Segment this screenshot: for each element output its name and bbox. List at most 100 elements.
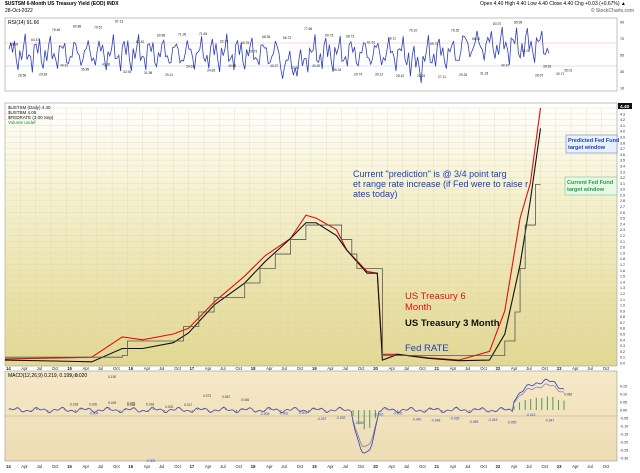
x-tick-label: Oct: [113, 464, 120, 469]
rsi-value-label: 68.35: [262, 35, 270, 39]
x-tick-label: Jul: [404, 464, 409, 469]
rsi-value-label: 60.75: [241, 41, 249, 45]
last-value-tag: [618, 103, 632, 109]
y-tick-label: 1.6: [620, 269, 625, 273]
macd-value-label: 0.192: [108, 375, 116, 379]
chart-header: $USTSM 6-Month US Treasury Yield (EOD) I…: [0, 0, 640, 16]
x-tick-label: Apr: [327, 366, 334, 371]
macd-value-label: -0.301: [146, 459, 156, 463]
y-tick-label: 0.3: [620, 344, 625, 348]
x-tick-label: Oct: [419, 366, 426, 371]
x-tick-label: 14: [6, 464, 11, 469]
x-tick-label: 21: [434, 366, 439, 371]
y-tick-label: 1.9: [620, 251, 625, 255]
rsi-value-label: 40.20: [312, 64, 320, 68]
macd-value-label: 0.067: [222, 395, 230, 399]
macd-y-tick-label: -0.20: [620, 441, 628, 445]
macd-y-tick-label: -0.10: [620, 425, 628, 429]
macd-value-label: -0.062: [355, 421, 365, 425]
x-tick-label: Jul: [465, 366, 470, 371]
x-tick-label: 17: [190, 366, 195, 371]
rsi-value-label: 85.95: [514, 20, 522, 24]
x-tick-label: Apr: [21, 366, 28, 371]
rsi-value-label: 59.72: [430, 42, 438, 46]
x-tick-label: 14: [6, 366, 11, 371]
macd-y-tick-label: 0.10: [620, 393, 627, 397]
macd-value-label: -0.004: [89, 412, 99, 416]
rsi-value-label: 66.11: [388, 37, 396, 41]
rsi-value-label: 69.89: [157, 34, 165, 38]
macd-y-tick-label: -0.05: [620, 417, 628, 421]
y-tick-label: 3.8: [620, 141, 625, 145]
x-tick-label: 20: [373, 366, 378, 371]
rsi-value-label: 59.39: [10, 42, 18, 46]
macd-value-label: -0.035: [450, 417, 460, 421]
x-tick-label: Jul: [159, 366, 164, 371]
y-tick-label: 1.2: [620, 292, 625, 296]
predicted-fed-box: [565, 134, 618, 154]
x-tick-label: Jul: [37, 366, 42, 371]
macd-y-tick-label: -0.15: [620, 433, 628, 437]
x-tick-label: Apr: [450, 464, 457, 469]
y-tick-label: 0.1: [620, 356, 625, 360]
y-tick-label: 2.8: [620, 199, 625, 203]
macd-value-label: 0.018: [70, 403, 78, 407]
y-tick-label: 0.4: [620, 338, 625, 342]
y-tick-label: 3.3: [620, 170, 625, 174]
y-tick-label: 1.8: [620, 257, 625, 261]
rsi-value-label: 62.79: [220, 39, 228, 43]
x-tick-label: 23: [557, 464, 562, 469]
predicted-fed-line-2: target window: [568, 145, 606, 151]
rsi-value-label: 35.89: [81, 68, 89, 72]
rsi-value-label: 32.94: [123, 70, 131, 74]
rsi-value-label: 68.73: [346, 35, 354, 39]
macd-value-label: -0.002: [393, 411, 403, 415]
x-tick-label: Apr: [327, 464, 334, 469]
rsi-value-label: 66.00: [472, 37, 480, 41]
x-tick-label: Oct: [297, 464, 304, 469]
x-tick-label: 15: [67, 464, 72, 469]
x-tick-label: Jul: [404, 366, 409, 371]
chart-title: $USTSM 6-Month US Treasury Yield (EOD) I…: [5, 1, 119, 7]
rsi-level-label: 10: [620, 87, 624, 91]
macd-y-tick-label: -0.25: [620, 449, 628, 453]
rsi-value-label: 28.56: [18, 74, 26, 78]
rsi-value-label: 80.85: [73, 25, 81, 29]
prediction-line-3: ates today): [353, 189, 398, 199]
legend-volume: Volume undef: [8, 120, 36, 125]
x-tick-label: Apr: [266, 464, 273, 469]
rsi-value-label: 40.27: [270, 64, 278, 68]
main-x-axis: 14 Apr Jul Oct 15 Apr Jul Oct 16 Apr Jul Oct 17 Apr Ju…: [6, 366, 610, 371]
rsi-value-label: 29.83: [39, 73, 47, 77]
x-tick-label: Oct: [297, 366, 304, 371]
x-tick-label: Jul: [587, 366, 592, 371]
rsi-level-label: 30: [620, 70, 624, 74]
x-tick-label: Oct: [174, 464, 181, 469]
rsi-level-label: 90: [620, 21, 624, 25]
macd-legend: MACD(12,26,9) 0.219, 0.199, 0.020: [8, 373, 87, 379]
macd-value-label: 0.002: [165, 405, 173, 409]
rsi-value-label: 31.98: [144, 71, 152, 75]
rsi-value-label: 83.70: [493, 22, 501, 26]
x-tick-label: Apr: [450, 366, 457, 371]
series-line-ust3: [4, 128, 542, 363]
y-tick-label: 0.8: [620, 315, 625, 319]
x-tick-label: Oct: [52, 464, 59, 469]
macd-value-label: 0.025: [127, 402, 135, 406]
rsi-value-label: 62.42: [136, 40, 144, 44]
y-tick-label: 0.2: [620, 350, 625, 354]
x-tick-label: Jul: [343, 366, 348, 371]
x-tick-label: Oct: [542, 366, 549, 371]
y-tick-label: 0.9: [620, 309, 625, 313]
rsi-value-label: 76.35: [451, 28, 459, 32]
rsi-value-label: 61.61: [367, 40, 375, 44]
rsi-value-label: 64.47: [31, 38, 39, 42]
x-tick-label: Apr: [144, 464, 151, 469]
x-tick-label: Jul: [281, 366, 286, 371]
y-tick-label: 0.7: [620, 321, 625, 325]
x-tick-label: Oct: [113, 366, 120, 371]
y-tick-label: 0.0: [620, 362, 625, 366]
y-tick-label: 4.1: [620, 124, 625, 128]
rsi-value-label: 35.32: [333, 68, 341, 72]
